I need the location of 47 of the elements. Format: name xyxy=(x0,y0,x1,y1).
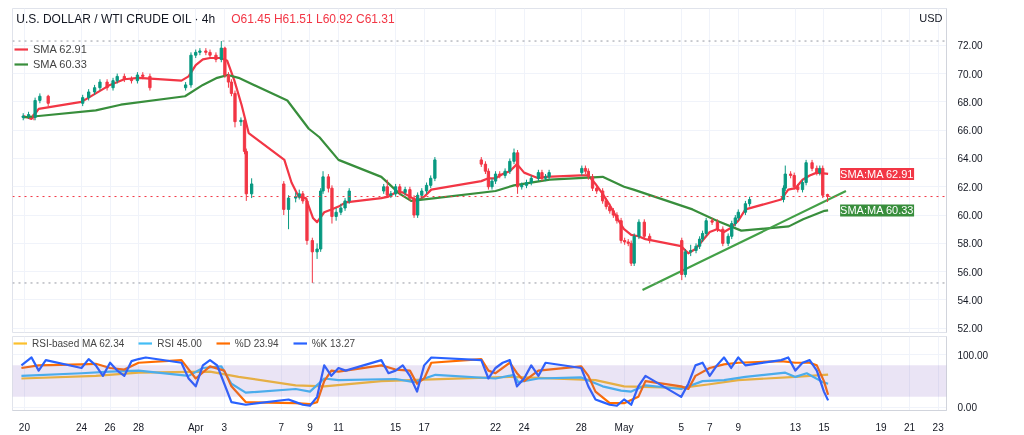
y-tick-label: 100.00 xyxy=(957,349,989,361)
x-tick-label: 15 xyxy=(390,421,402,433)
x-tick-label: 24 xyxy=(518,421,531,433)
x-tick-label: May xyxy=(614,421,634,433)
x-tick-label: 28 xyxy=(575,421,588,433)
x-tick-label: Apr xyxy=(187,421,205,433)
x-tick-label: 20 xyxy=(18,421,31,433)
x-tick-label: 28 xyxy=(133,421,145,433)
x-tick-label: 7 xyxy=(706,421,713,433)
y-tick-label: 52.00 xyxy=(957,323,983,335)
legend-label: SMA 62.91 xyxy=(33,43,87,55)
y-tick-label: 62.00 xyxy=(957,181,983,193)
annotation: O61.45 H61.51 L60.92 C61.31 xyxy=(231,11,396,26)
x-tick-label: 17 xyxy=(418,421,431,433)
x-tick-label: 19 xyxy=(875,421,888,433)
x-tick-label: 13 xyxy=(789,421,802,433)
annotation: SMA:MA 62.91 xyxy=(840,167,914,180)
y-tick-label: 72.00 xyxy=(957,40,983,52)
x-tick-label: 7 xyxy=(278,421,285,433)
y-tick-label: 70.00 xyxy=(957,68,983,80)
y-tick-label: 64.00 xyxy=(957,153,983,165)
legend-label: %D 23.94 xyxy=(234,337,279,349)
y-tick-label: 58.00 xyxy=(957,238,983,250)
x-tick-label: 3 xyxy=(221,421,228,433)
legend-label: RSI-based MA 62.34 xyxy=(32,337,125,349)
x-tick-label: 11 xyxy=(333,421,345,433)
chart-title: U.S. DOLLAR / WTI CRUDE OIL · 4h xyxy=(16,11,216,26)
x-tick-label: 21 xyxy=(904,421,916,433)
y-tick-label: 60.00 xyxy=(957,210,983,222)
y-axis-title: USD xyxy=(919,11,943,24)
y-tick-label: 66.00 xyxy=(957,125,983,137)
y-tick-label: 68.00 xyxy=(957,96,983,108)
y-tick-label: 0.00 xyxy=(957,402,978,414)
x-tick-label: 9 xyxy=(735,421,742,433)
x-tick-label: 9 xyxy=(307,421,314,433)
x-tick-label: 24 xyxy=(75,421,88,433)
legend-label: SMA 60.33 xyxy=(33,58,87,70)
y-tick-label: 56.00 xyxy=(957,266,983,278)
y-tick-label: 54.00 xyxy=(957,294,983,306)
x-tick-label: 15 xyxy=(818,421,830,433)
x-tick-label: 23 xyxy=(932,421,945,433)
legend-label: %K 13.27 xyxy=(311,337,356,349)
x-tick-label: 5 xyxy=(678,421,685,433)
x-tick-label: 22 xyxy=(490,421,502,433)
annotation: SMA:MA 60.33 xyxy=(840,204,914,217)
x-tick-label: 26 xyxy=(104,421,117,433)
legend-label: RSI 45.00 xyxy=(157,337,202,349)
